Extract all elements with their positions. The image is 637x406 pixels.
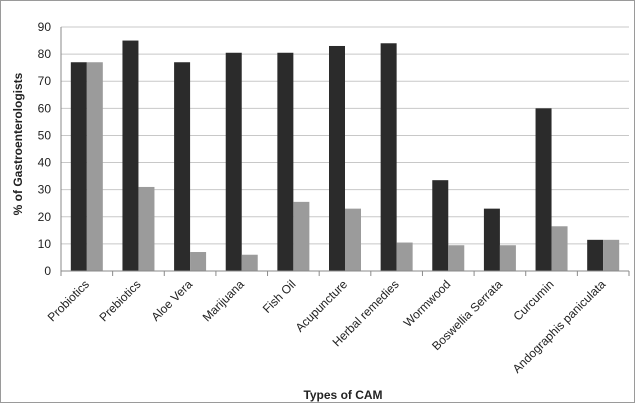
y-tick-label: 0: [44, 264, 51, 278]
x-tick-label: Curcumin: [510, 277, 556, 323]
y-tick-label: 70: [38, 74, 52, 88]
x-tick-label: Probiotics: [45, 277, 92, 324]
y-tick-label: 50: [38, 128, 52, 142]
x-tick-labels: Probiotics Prebiotics Aloe Vera Marijuana Fi…: [45, 277, 609, 376]
y-tick-label: 80: [38, 47, 52, 61]
bar-series-1: [277, 52, 294, 271]
axes: [60, 27, 630, 276]
bar-series-1: [587, 239, 604, 271]
bar-series-1: [122, 40, 139, 271]
bar-series-1: [70, 62, 87, 271]
bar-series-1: [432, 180, 449, 271]
bar-series-2: [190, 252, 207, 271]
y-tick-label: 90: [38, 20, 52, 34]
bar-series-1: [225, 52, 242, 271]
bar-series-2: [448, 245, 465, 271]
bar-series-1: [535, 108, 552, 271]
bar-series-1: [380, 43, 397, 272]
bar-series-1: [483, 208, 500, 271]
bar-series-1: [174, 62, 191, 271]
bar-series-2: [293, 201, 310, 271]
bar-series-2: [86, 62, 103, 271]
bar-series-2: [551, 226, 568, 271]
bar-series-2: [603, 239, 620, 271]
bar-series-2: [138, 186, 155, 271]
y-axis-title: % of Gastroenterologists: [11, 72, 25, 215]
bar-series-1: [329, 45, 345, 271]
y-tick-label: 60: [38, 101, 52, 115]
x-axis-title: Types of CAM: [303, 388, 382, 402]
x-tick-label: Fish Oil: [260, 277, 299, 316]
y-tick-label: 30: [38, 183, 52, 197]
x-tick-label: Marijuana: [200, 277, 247, 324]
y-tick-labels: 0 10 20 30 40 50 60 70 80 90: [38, 20, 52, 278]
bar-series-2: [499, 245, 516, 271]
x-tick-label: Aloe Vera: [149, 277, 196, 324]
x-tick-label: Prebiotics: [96, 277, 143, 324]
bars: [70, 40, 620, 272]
bar-series-2: [396, 242, 413, 271]
y-tick-label: 20: [38, 210, 52, 224]
x-tick-label: Wormwood: [401, 277, 454, 330]
x-tick-label: Andographis paniculata: [510, 277, 609, 376]
bar-series-2: [345, 208, 361, 271]
y-tick-label: 40: [38, 156, 52, 170]
bar-series-2: [241, 254, 258, 271]
y-tick-label: 10: [38, 237, 52, 251]
